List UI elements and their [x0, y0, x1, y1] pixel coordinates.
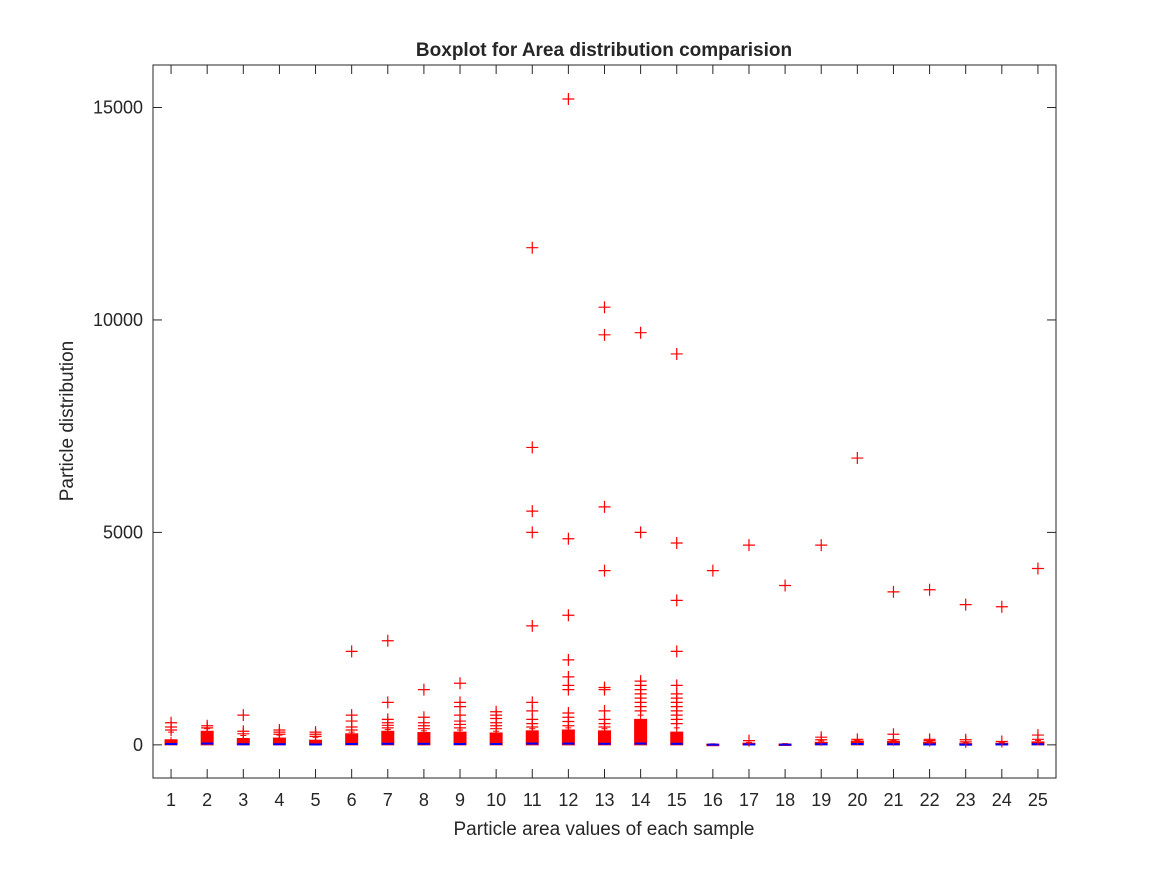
outlier-point: [237, 725, 250, 738]
outlier-point: [923, 733, 936, 746]
outlier-point: [165, 716, 178, 729]
outlier-point: [562, 706, 575, 719]
y-tick-label: 10000: [93, 310, 143, 330]
outlier-point: [634, 326, 647, 339]
outlier-point: [670, 594, 683, 607]
outlier-point: [670, 537, 683, 550]
outlier-point: [526, 619, 539, 632]
outlier-point: [742, 539, 755, 552]
outlier-point: [815, 731, 828, 744]
x-tick-label: 24: [992, 790, 1012, 810]
outlier-point: [995, 735, 1008, 748]
outlier-point: [634, 675, 647, 688]
x-tick-label: 8: [419, 790, 429, 810]
y-axis-label: Particle distribution: [57, 341, 78, 502]
outlier-point: [562, 653, 575, 666]
outlier-point: [815, 539, 828, 552]
x-tick-label: 1: [166, 790, 176, 810]
outlier-point: [742, 734, 755, 747]
x-tick-label: 13: [594, 790, 614, 810]
outlier-point: [526, 505, 539, 518]
outlier-point: [598, 564, 611, 577]
outlier-point: [562, 532, 575, 545]
outlier-point: [598, 500, 611, 513]
box: [634, 718, 648, 746]
outlier-point: [381, 713, 394, 726]
outlier-point: [562, 92, 575, 105]
outlier-point: [851, 452, 864, 465]
x-tick-label: 2: [202, 790, 212, 810]
x-tick-label: 19: [811, 790, 831, 810]
outlier-point: [309, 726, 322, 739]
y-tick-label: 15000: [93, 97, 143, 117]
outlier-point: [779, 579, 792, 592]
outlier-point: [381, 634, 394, 647]
outlier-point: [670, 679, 683, 692]
outlier-point: [634, 526, 647, 539]
x-tick-label: 15: [667, 790, 687, 810]
outlier-point: [526, 526, 539, 539]
outlier-point: [887, 728, 900, 741]
y-tick-label: 5000: [103, 522, 143, 542]
outlier-point: [526, 241, 539, 254]
x-tick-label: 14: [631, 790, 651, 810]
outlier-point: [417, 683, 430, 696]
x-tick-label: 4: [274, 790, 284, 810]
outlier-point: [959, 598, 972, 611]
x-tick-label: 10: [486, 790, 506, 810]
outlier-point: [490, 705, 503, 718]
outlier-point: [237, 709, 250, 722]
outlier-point: [598, 681, 611, 694]
outlier-point: [526, 441, 539, 454]
outlier-point: [562, 609, 575, 622]
x-tick-label: 5: [311, 790, 321, 810]
x-tick-label: 6: [347, 790, 357, 810]
outlier-point: [345, 645, 358, 658]
x-tick-label: 18: [775, 790, 795, 810]
x-tick-label: 11: [523, 790, 542, 810]
outlier-point: [995, 600, 1008, 613]
x-tick-label: 3: [238, 790, 248, 810]
x-tick-label: 7: [383, 790, 393, 810]
outlier-point: [345, 709, 358, 722]
x-tick-label: 17: [739, 790, 759, 810]
x-tick-label: 22: [920, 790, 940, 810]
outlier-point: [706, 564, 719, 577]
outlier-point: [454, 677, 467, 690]
x-tick-label: 21: [883, 790, 903, 810]
outlier-point: [598, 704, 611, 717]
box: [453, 731, 467, 746]
outlier-point: [201, 719, 214, 732]
outlier-point: [598, 301, 611, 314]
outlier-point: [670, 645, 683, 658]
y-tick-label: 0: [133, 735, 143, 755]
x-tick-label: 23: [956, 790, 976, 810]
plot-frame: [152, 64, 1057, 779]
outlier-point: [273, 723, 286, 736]
outlier-point: [923, 583, 936, 596]
x-tick-label: 25: [1028, 790, 1048, 810]
outlier-point: [1031, 562, 1044, 575]
x-tick-label: 16: [703, 790, 723, 810]
outlier-point: [598, 328, 611, 341]
outlier-point: [381, 696, 394, 709]
chart-title: Boxplot for Area distribution comparisio…: [416, 40, 792, 61]
outlier-point: [526, 696, 539, 709]
box: [670, 731, 684, 746]
outlier-point: [417, 711, 430, 724]
outlier-point: [959, 733, 972, 746]
outlier-point: [670, 347, 683, 360]
outlier-point: [562, 670, 575, 683]
outlier-point: [454, 696, 467, 709]
outlier-point: [1031, 729, 1044, 742]
outlier-point: [887, 585, 900, 598]
outlier-point: [851, 733, 864, 746]
x-axis-label: Particle area values of each sample: [454, 819, 755, 840]
x-tick-label: 12: [558, 790, 578, 810]
x-tick-label: 20: [847, 790, 867, 810]
x-tick-label: 9: [455, 790, 465, 810]
